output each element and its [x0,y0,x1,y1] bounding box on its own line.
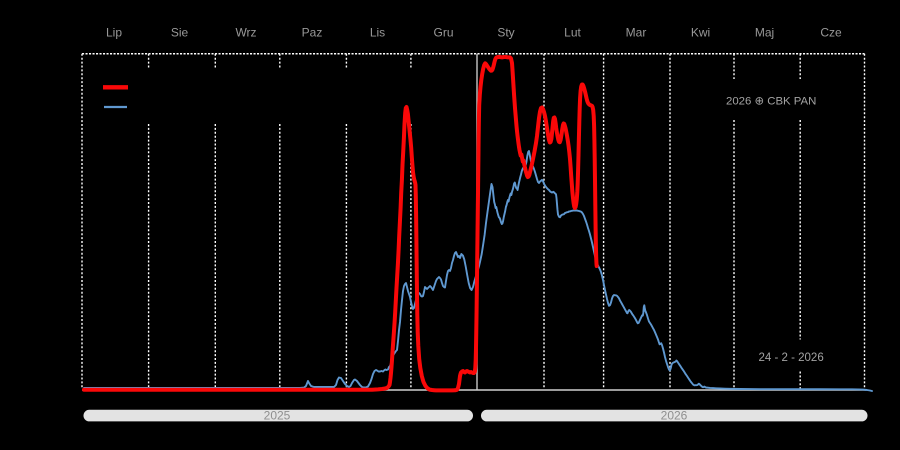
svg-text:Mar: Mar [626,26,647,40]
svg-text:2026: 2026 [661,408,688,422]
svg-text:Kwi: Kwi [691,26,710,40]
svg-text:Maj: Maj [755,26,774,40]
svg-text:Lut: Lut [564,26,581,40]
svg-text:Cze: Cze [820,26,842,40]
svg-text:2026 ⊕ CBK PAN: 2026 ⊕ CBK PAN [726,96,816,108]
svg-text:Sie: Sie [171,26,189,40]
svg-text:2025: 2025 [264,408,291,422]
svg-text:Gru: Gru [433,26,453,40]
svg-text:Paz: Paz [302,26,323,40]
svg-text:Lip: Lip [106,26,122,40]
svg-text:Wrz: Wrz [235,26,256,40]
svg-text:Sty: Sty [497,26,514,40]
svg-text:24 - 2 - 2026: 24 - 2 - 2026 [759,352,824,364]
svg-text:Lis: Lis [370,26,385,40]
